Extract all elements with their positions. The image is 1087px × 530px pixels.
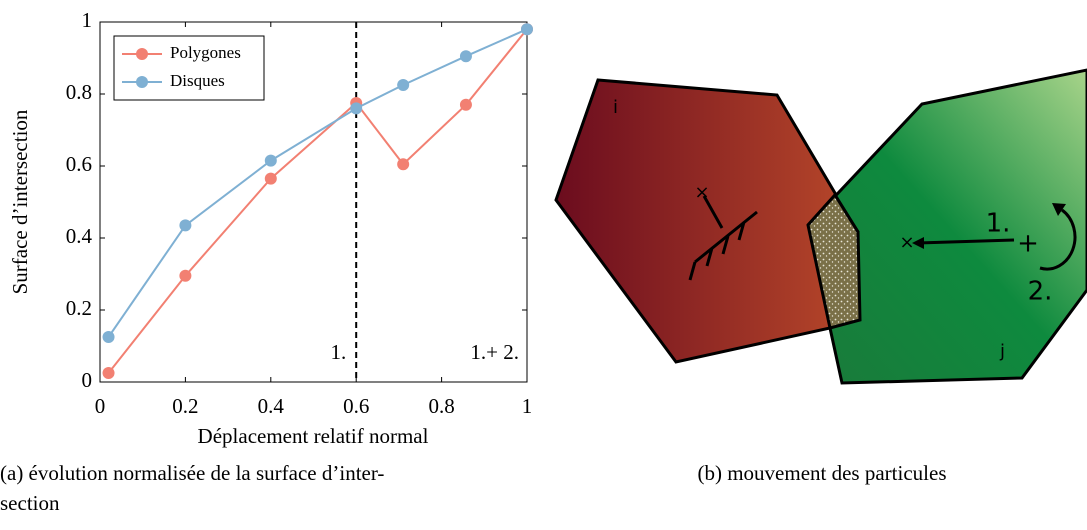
legend-marker <box>136 76 148 88</box>
y-tick-label: 1 <box>82 8 93 32</box>
caption-b: (b) mouvement des particules <box>697 461 946 485</box>
point <box>397 158 410 171</box>
legend-marker <box>136 48 148 60</box>
y-axis-label: Surface d’intersection <box>8 109 32 294</box>
x-tick-label: 1 <box>522 394 533 418</box>
y-tick-label: 0.8 <box>66 80 92 104</box>
point <box>102 367 115 379</box>
x-tick-label: 0.6 <box>343 394 369 418</box>
plot: 0 0.2 0.4 0.6 0.8 1 0 0.2 0.4 0.6 0.8 1 1. 1.+ 2. Poly… <box>66 8 533 418</box>
y-tick-label: 0 <box>82 368 93 392</box>
plot-frame <box>99 21 528 383</box>
point <box>459 98 472 111</box>
x-tick-label: 0.2 <box>172 394 198 418</box>
y-tick-label: 0.4 <box>66 224 93 248</box>
hatched-line <box>688 210 758 281</box>
point <box>521 23 533 36</box>
overlap <box>806 192 862 330</box>
normal <box>702 195 724 229</box>
rotation-arrow <box>1039 208 1077 271</box>
legend-box <box>113 35 265 101</box>
arrow <box>917 238 1015 245</box>
x-tick-label: 0.8 <box>428 394 454 418</box>
legend-label: Polygones <box>170 43 241 62</box>
point <box>397 79 410 91</box>
point <box>264 172 277 185</box>
diagram: i j × × + 1. 2. <box>554 68 1087 385</box>
point <box>179 269 192 282</box>
point <box>264 154 277 167</box>
x-tick-label: 0 <box>95 394 106 418</box>
arrow-head <box>1052 203 1066 216</box>
point <box>459 50 472 63</box>
label-i: i <box>613 97 618 118</box>
point <box>102 331 115 343</box>
x-axis-label: Déplacement relatif normal <box>198 424 429 448</box>
annotation: 1.+ 2. <box>470 340 519 364</box>
x-tick-label: 0.4 <box>258 394 285 418</box>
legend-label: Disques <box>170 71 225 90</box>
caption-a: (a) évolution normalisée de la surface d… <box>0 461 384 485</box>
step-1: 1. <box>986 209 1011 239</box>
label-j: j <box>999 341 1005 362</box>
point <box>350 102 363 115</box>
step-2: 2. <box>1028 277 1053 307</box>
arrow-head <box>912 237 924 249</box>
cross: × <box>899 232 914 253</box>
y-tick-label: 0.6 <box>66 152 92 176</box>
point <box>179 219 192 232</box>
caption-a: section <box>0 491 60 515</box>
y-tick-label: 0.2 <box>66 296 92 320</box>
annotation: 1. <box>330 340 346 364</box>
center: + <box>1017 229 1039 259</box>
